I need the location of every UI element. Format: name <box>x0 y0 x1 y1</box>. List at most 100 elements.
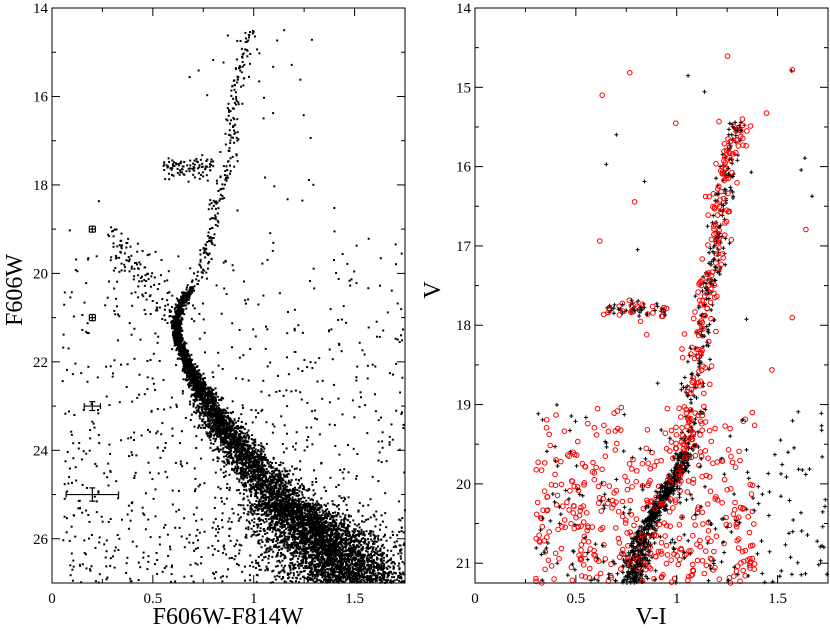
star-point <box>249 489 252 492</box>
star-point <box>340 522 343 525</box>
star-point <box>195 379 198 382</box>
star-point <box>220 399 223 402</box>
star-point <box>176 299 179 302</box>
star-point <box>210 388 213 391</box>
star-point <box>296 560 299 563</box>
star-point <box>252 476 255 479</box>
star-point <box>298 548 301 551</box>
star-point <box>178 349 181 352</box>
star-point <box>213 404 216 407</box>
star-point <box>200 408 203 410</box>
star-point <box>239 441 242 444</box>
star-point <box>373 570 376 572</box>
star-point <box>173 307 176 310</box>
star-point <box>399 577 401 580</box>
star-point <box>358 526 361 529</box>
star-point <box>218 423 221 426</box>
star-point <box>256 496 259 499</box>
star-point <box>173 333 176 336</box>
star-point <box>179 299 182 302</box>
star-point <box>285 490 288 493</box>
star-point <box>238 457 241 460</box>
star-point <box>197 394 200 397</box>
star-point <box>242 448 245 451</box>
star-point <box>227 461 230 463</box>
star-point <box>180 319 183 322</box>
star-point <box>184 363 187 366</box>
star-point <box>381 551 384 554</box>
star-point <box>267 485 269 488</box>
star-point <box>246 431 249 434</box>
star-point <box>220 438 222 441</box>
star-point <box>301 483 304 486</box>
star-point <box>195 409 198 412</box>
star-point <box>192 365 195 368</box>
star-point <box>370 564 372 567</box>
star-point <box>284 487 287 489</box>
star-point <box>296 488 299 491</box>
star-point <box>226 424 229 427</box>
star-point <box>299 550 302 553</box>
star-point <box>179 306 182 309</box>
star-point <box>275 494 278 497</box>
star-point <box>209 408 211 411</box>
star-point <box>367 575 370 578</box>
star-point <box>212 437 215 440</box>
star-point <box>250 475 253 477</box>
star-point <box>173 318 176 321</box>
star-point <box>257 500 260 503</box>
star-point <box>182 378 185 381</box>
star-point <box>243 472 246 475</box>
star-point <box>300 491 303 494</box>
star-point <box>185 291 188 294</box>
star-point <box>212 409 215 412</box>
star-point <box>197 425 200 428</box>
star-point <box>312 515 315 518</box>
star-point <box>352 569 354 572</box>
star-point <box>188 381 191 384</box>
star-point <box>231 444 233 447</box>
star-point <box>227 451 230 454</box>
star-point <box>181 390 184 393</box>
star-point <box>262 500 265 503</box>
star-point <box>262 469 265 472</box>
star-point <box>253 457 256 460</box>
star-point <box>357 550 360 553</box>
star-point <box>233 467 236 470</box>
star-point <box>255 461 258 464</box>
star-point <box>187 290 190 293</box>
star-point <box>211 417 214 420</box>
star-point <box>221 424 224 427</box>
star-point <box>356 573 359 576</box>
star-point <box>208 426 211 429</box>
star-point <box>280 496 283 499</box>
star-point <box>189 293 192 296</box>
star-point <box>364 568 367 571</box>
star-point <box>289 562 292 565</box>
star-point <box>271 485 273 488</box>
star-point <box>187 367 190 370</box>
star-point <box>307 531 310 534</box>
star-point <box>217 422 219 425</box>
star-point <box>393 579 396 582</box>
star-point <box>210 422 213 425</box>
star-point <box>182 304 185 307</box>
star-point <box>294 538 296 541</box>
star-point <box>197 385 200 388</box>
star-point <box>199 382 201 385</box>
star-point <box>309 562 312 565</box>
star-point <box>376 552 378 555</box>
star-point <box>193 392 196 395</box>
star-point <box>223 414 226 417</box>
star-point <box>170 310 173 313</box>
star-point <box>367 557 369 560</box>
star-point <box>366 555 369 558</box>
star-point <box>252 477 255 480</box>
star-point <box>341 580 343 583</box>
star-point <box>185 361 188 364</box>
star-point <box>176 337 179 340</box>
star-point <box>372 541 375 543</box>
star-point <box>212 430 215 433</box>
star-point <box>342 532 345 535</box>
star-point <box>317 548 320 551</box>
